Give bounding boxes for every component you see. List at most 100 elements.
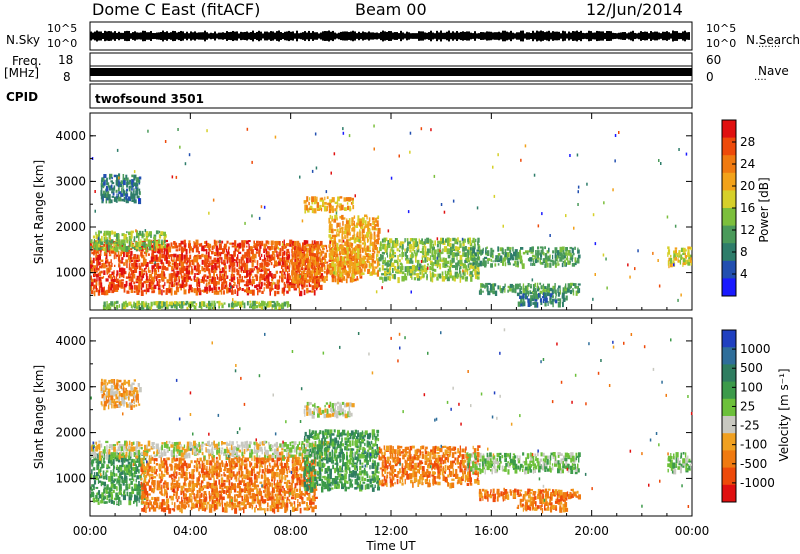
data-cell bbox=[268, 282, 273, 287]
data-cell bbox=[173, 508, 176, 512]
data-cell bbox=[183, 289, 187, 295]
data-cell bbox=[169, 495, 172, 499]
data-cell bbox=[263, 254, 266, 261]
data-cell bbox=[386, 237, 388, 242]
data-cell bbox=[363, 255, 367, 260]
data-cell bbox=[116, 242, 119, 247]
data-cell bbox=[185, 468, 188, 471]
data-cell bbox=[483, 256, 488, 260]
data-cell bbox=[105, 259, 109, 264]
nsky-sample bbox=[542, 31, 544, 41]
data-cell bbox=[90, 260, 93, 265]
data-cell bbox=[138, 241, 141, 247]
data-cell bbox=[319, 199, 323, 202]
data-cell bbox=[335, 253, 338, 258]
data-cell bbox=[439, 257, 442, 262]
data-cell bbox=[246, 301, 249, 306]
data-cell bbox=[185, 300, 189, 304]
nsky-sample bbox=[376, 32, 378, 40]
data-cell bbox=[115, 252, 117, 257]
data-cell bbox=[118, 176, 120, 180]
data-cell bbox=[100, 481, 104, 485]
data-cell bbox=[542, 258, 546, 262]
data-cell bbox=[211, 469, 215, 475]
data-cell bbox=[283, 281, 286, 286]
nsky-sample bbox=[538, 31, 540, 41]
data-cell bbox=[243, 284, 247, 287]
data-cell bbox=[145, 247, 148, 253]
data-cell bbox=[284, 276, 287, 280]
data-cell bbox=[476, 249, 480, 252]
data-cell bbox=[327, 451, 330, 458]
data-cell bbox=[319, 197, 322, 200]
data-cell bbox=[157, 447, 160, 452]
data-cell bbox=[440, 203, 443, 206]
data-cell bbox=[145, 283, 148, 290]
data-cell bbox=[325, 190, 328, 194]
data-cell bbox=[98, 440, 101, 443]
nsky-sample bbox=[276, 31, 278, 41]
data-cell bbox=[458, 240, 462, 243]
data-cell bbox=[90, 486, 93, 490]
data-cell bbox=[374, 244, 377, 251]
nsky-sample bbox=[642, 32, 644, 40]
data-cell bbox=[278, 257, 283, 262]
data-cell bbox=[283, 250, 286, 255]
data-cell bbox=[244, 485, 247, 491]
data-cell bbox=[171, 501, 173, 505]
data-cell bbox=[427, 266, 429, 270]
data-cell bbox=[349, 242, 352, 248]
data-cell bbox=[103, 290, 107, 296]
data-cell bbox=[113, 247, 116, 251]
data-cell bbox=[198, 243, 202, 247]
data-cell bbox=[334, 244, 337, 247]
data-cell bbox=[215, 460, 219, 464]
data-cell bbox=[374, 226, 376, 230]
data-cell bbox=[106, 495, 108, 501]
data-cell bbox=[516, 251, 520, 258]
data-cell bbox=[457, 237, 459, 242]
data-cell bbox=[672, 260, 675, 265]
data-cell bbox=[283, 301, 287, 307]
nsky-sample bbox=[476, 33, 478, 39]
nsky-sample bbox=[338, 32, 340, 40]
data-cell bbox=[231, 465, 235, 470]
data-cell bbox=[373, 251, 376, 254]
data-cell bbox=[382, 243, 386, 250]
data-cell bbox=[371, 261, 374, 268]
data-cell bbox=[248, 485, 250, 489]
data-cell bbox=[226, 441, 228, 446]
data-cell bbox=[133, 488, 137, 491]
data-cell bbox=[194, 254, 198, 258]
data-cell bbox=[402, 244, 404, 250]
data-cell bbox=[123, 449, 125, 453]
data-cell bbox=[469, 271, 473, 275]
data-cell bbox=[302, 242, 305, 247]
data-cell bbox=[118, 484, 122, 490]
data-cell bbox=[198, 479, 200, 486]
data-cell bbox=[532, 284, 536, 290]
data-cell bbox=[236, 284, 238, 289]
nsky-sample bbox=[310, 32, 312, 40]
data-cell bbox=[166, 487, 169, 490]
data-cell bbox=[136, 230, 138, 236]
data-cell bbox=[218, 471, 221, 477]
data-cell bbox=[211, 490, 215, 496]
data-cell bbox=[113, 231, 116, 235]
data-cell bbox=[259, 276, 262, 282]
data-cell bbox=[221, 441, 223, 445]
data-cell bbox=[211, 446, 214, 450]
data-cell bbox=[268, 276, 270, 282]
data-cell bbox=[467, 257, 470, 262]
data-cell bbox=[114, 264, 116, 267]
data-cell bbox=[128, 443, 131, 450]
data-cell bbox=[215, 490, 219, 496]
data-cell bbox=[103, 501, 107, 504]
data-cell bbox=[353, 234, 356, 239]
data-cell bbox=[113, 478, 117, 482]
data-cell bbox=[255, 305, 259, 309]
data-cell bbox=[308, 259, 311, 262]
data-cell bbox=[127, 461, 130, 465]
data-cell bbox=[483, 260, 487, 266]
data-cell bbox=[224, 502, 227, 506]
